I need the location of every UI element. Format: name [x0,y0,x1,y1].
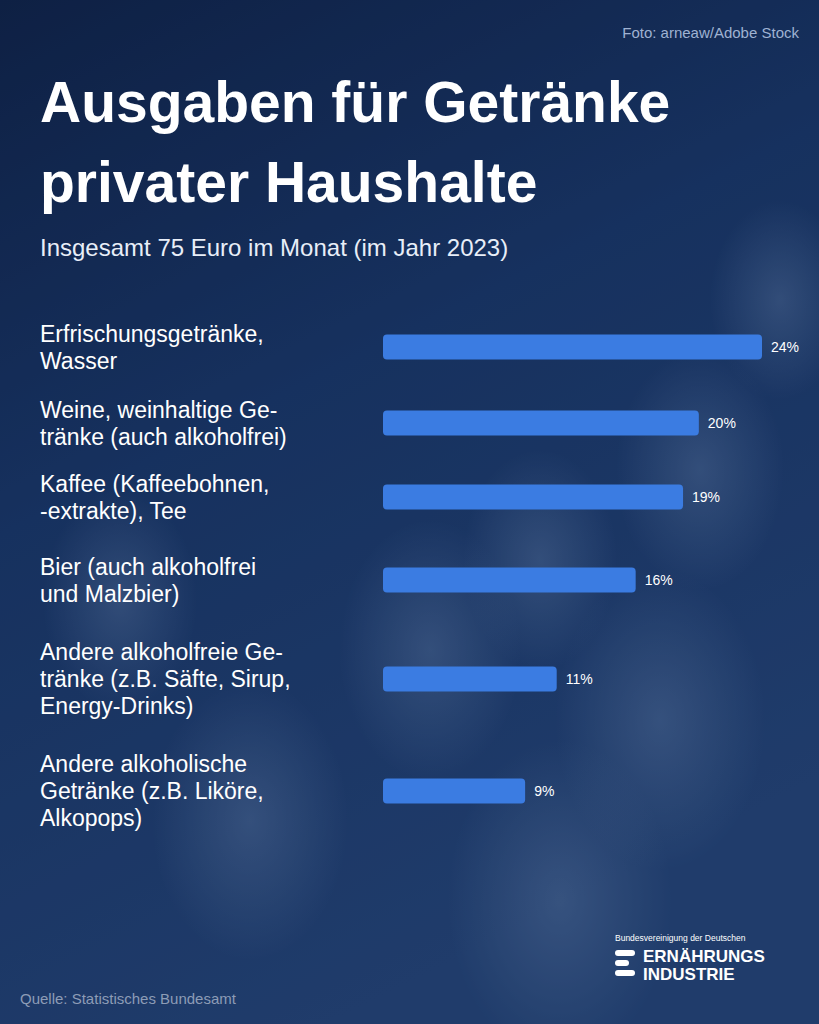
category-line: Bier (auch alkoholfrei [40,554,256,580]
source: Quelle: Statistisches Bundesamt [20,990,237,1007]
category-line: Weine, weinhaltige Ge- [40,397,277,423]
category-label: Andere alkoholfreie Ge-tränke (z.B. Säft… [40,639,291,719]
logo-bar [615,960,629,966]
bar [383,335,762,360]
background-shade [0,0,819,1024]
category-line: Alkopops) [40,805,142,831]
bar [383,779,525,804]
category-line: -extrakte), Tee [40,498,187,524]
title-line: privater Haushalte [40,150,537,214]
logo-bar [615,970,635,976]
logo-word: ERNÄHRUNGS [643,947,765,966]
chart-canvas: Foto: arneaw/Adobe Stock Ausgaben für Get… [0,0,819,1024]
data-label: 19% [692,489,720,505]
data-label: 9% [534,783,554,799]
title: Ausgaben für Getränke privater Haushalte [40,70,670,214]
bars [383,335,762,804]
bar [383,568,636,593]
category-label: Kaffee (Kaffeebohnen,-extrakte), Tee [40,471,269,524]
subtitle: Insgesamt 75 Euro im Monat (im Jahr 2023… [40,234,508,261]
category-label: Weine, weinhaltige Ge-tränke (auch alkoh… [40,397,287,450]
category-label: Erfrischungsgetränke,Wasser [40,321,264,374]
bar [383,411,699,436]
category-line: Andere alkoholische [40,751,247,777]
photo-credit: Foto: arneaw/Adobe Stock [622,24,799,41]
logo-org: Bundesvereinigung der Deutschen [615,933,746,943]
category-label: Bier (auch alkoholfreiund Malzbier) [40,554,256,607]
data-label: 11% [566,671,593,687]
data-label: 16% [645,572,673,588]
title-line: Ausgaben für Getränke [40,70,670,134]
logo-icon [615,950,635,976]
category-label: Andere alkoholischeGetränke (z.B. Liköre… [40,751,264,831]
logo-word: INDUSTRIE [643,965,735,984]
background [0,0,819,1024]
category-line: tränke (auch alkoholfrei) [40,424,287,450]
data-label: 24% [771,339,799,355]
category-line: und Malzbier) [40,581,179,607]
category-line: Energy-Drinks) [40,693,193,719]
data-label: 20% [708,415,736,431]
category-line: Andere alkoholfreie Ge- [40,639,283,665]
bar [383,667,557,692]
bar [383,485,683,510]
category-line: Kaffee (Kaffeebohnen, [40,471,269,497]
logo-bar [615,950,635,956]
category-line: tränke (z.B. Säfte, Sirup, [40,666,291,692]
category-line: Getränke (z.B. Liköre, [40,778,264,804]
category-line: Erfrischungsgetränke, [40,321,264,347]
category-line: Wasser [40,348,117,374]
